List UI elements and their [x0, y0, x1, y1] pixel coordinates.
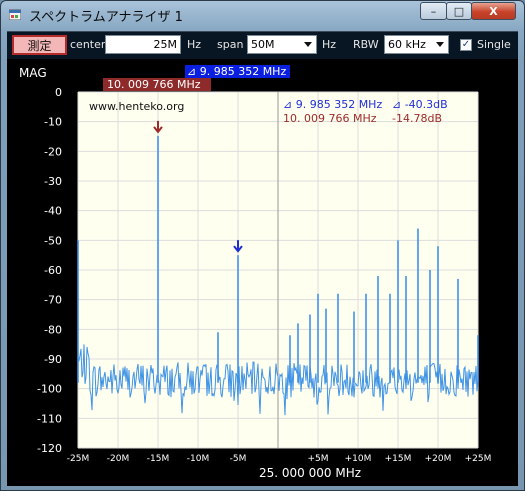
y-tick-labels: 0 -10 -20 -30 -40 -50 -60 -70 -80 -90 -100 -110 -120 [37, 86, 62, 455]
span-select-value: 50M [251, 38, 275, 51]
mag-axis-label: MAG [19, 66, 47, 80]
y-tick-label: -80 [44, 323, 62, 336]
marker-red-freq-box-text: 10. 009 766 MHz [107, 78, 201, 91]
marker-arrow-icon [153, 120, 163, 134]
y-tick-label: -60 [44, 264, 62, 277]
minimize-button[interactable]: – [420, 2, 447, 20]
y-tick-label: -110 [37, 412, 62, 425]
spectrum-trace [77, 344, 479, 416]
y-tick-label: -10 [44, 116, 62, 129]
y-tick-label: -30 [44, 175, 62, 188]
toolbar: 測定 center 25M Hz span 50M Hz RBW 60 kHz … [7, 31, 518, 59]
marker-blue-freq-box [185, 65, 290, 78]
y-tick-label: -120 [37, 442, 62, 455]
rbw-select-value: 60 kHz [388, 38, 426, 51]
checkmark-icon: ✓ [461, 39, 471, 50]
x-tick-label: -5M [230, 454, 247, 464]
span-label: span [217, 38, 244, 51]
y-tick-label: -70 [44, 294, 62, 307]
readout-red-freq: 10. 009 766 MHz [283, 112, 377, 125]
readout-blue-freq: ⊿ 9. 985 352 MHz [283, 98, 382, 111]
marker-arrow-head [153, 126, 163, 134]
readout-blue-db: ⊿ -40.3dB [392, 98, 448, 111]
measure-button[interactable]: 測定 [12, 35, 67, 55]
marker-arrows [153, 120, 243, 253]
center-input[interactable]: 25M [105, 35, 181, 54]
x-tick-label: +15M [385, 454, 412, 464]
title-bar[interactable]: スペクトラムアナライザ 1 – □ X [1, 1, 524, 27]
marker-arrow-icon [233, 240, 243, 253]
rbw-select[interactable]: 60 kHz [384, 35, 449, 54]
span-select[interactable]: 50M [247, 35, 317, 54]
center-label: center [70, 38, 106, 51]
url-text: www.henteko.org [89, 100, 184, 113]
rbw-label: RBW [353, 38, 379, 51]
marker-arrow-head [233, 245, 243, 253]
span-unit-label: Hz [322, 38, 337, 51]
x-tick-label: +25M [465, 454, 492, 464]
y-tick-label: -40 [44, 205, 62, 218]
close-icon: X [489, 4, 498, 18]
single-label: Single [477, 38, 511, 51]
spectrum-display: MAG ⊿ 9. 985 352 MHz 10. 009 766 MHz 0 -1… [7, 59, 518, 486]
peak-marks [77, 135, 479, 383]
y-tick-label: 0 [55, 86, 62, 99]
x-tick-label: -20M [107, 454, 129, 464]
y-tick-label: -100 [37, 383, 62, 396]
x-tick-label: -25M [67, 454, 89, 464]
x-tick-label: -10M [187, 454, 209, 464]
y-tick-label: -50 [44, 234, 62, 247]
y-tick-label: -90 [44, 353, 62, 366]
marker-blue-freq-box-text: ⊿ 9. 985 352 MHz [187, 65, 286, 78]
spectrum-chart: MAG ⊿ 9. 985 352 MHz 10. 009 766 MHz 0 -1… [19, 65, 492, 480]
x-tick-label: +20M [425, 454, 452, 464]
maximize-icon: □ [453, 4, 465, 18]
chevron-down-icon [436, 42, 444, 47]
x-tick-label: +10M [345, 454, 372, 464]
app-window-icon [9, 9, 21, 20]
y-tick-label: -20 [44, 145, 62, 158]
close-button[interactable]: X [471, 2, 516, 20]
center-unit-label: Hz [187, 38, 202, 51]
single-checkbox[interactable]: ✓ [460, 39, 472, 51]
chevron-down-icon [304, 42, 312, 47]
x-tick-labels: -25M -20M -15M -10M -5M +5M +10M +15M +20M +25M [67, 454, 492, 464]
window-title: スペクトラムアナライザ 1 [29, 10, 183, 25]
x-tick-label: +5M [307, 454, 328, 464]
minimize-icon: – [430, 4, 437, 18]
readout-red-db: -14.78dB [392, 112, 442, 125]
maximize-button[interactable]: □ [446, 2, 472, 20]
x-tick-label: -15M [147, 454, 169, 464]
marker-red-freq-box [103, 78, 211, 91]
center-frequency-label: 25. 000 000 MHz [259, 466, 361, 480]
